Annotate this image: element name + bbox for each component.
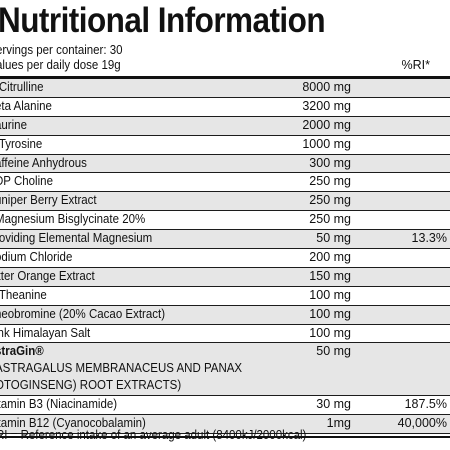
table-row: DP Choline 250 mg [0,173,450,193]
nutrient-name-block: straGin® ASTRAGALUS MEMBRANACEUS AND PANA… [0,343,271,394]
astragin-name: straGin® [0,344,44,359]
nutrient-name: aurine [0,117,27,132]
nutrient-ri: 40,000% [397,416,447,431]
table-row: -Tyrosine 1000 mg [0,136,450,155]
table-row: uniper Berry Extract 250 mg [0,192,450,212]
table-row: ink Himalayan Salt 100 mg [0,325,450,344]
table-row: -Citrulline 8000 mg [0,79,450,98]
nutrient-amount: 3200 mg [302,98,351,113]
footnote: RI = Reference intake of an average adul… [0,428,307,442]
nutrient-name: odium Chloride [0,250,73,265]
table-bottom-rule [0,436,450,439]
nutrient-amount: 150 mg [309,268,351,283]
header-rule [0,76,450,79]
table-row: roviding Elemental Magnesium 50 mg 13.3% [0,230,450,250]
table-row: affeine Anhydrous 300 mg [0,154,450,174]
nutrient-amount: 8000 mg [302,80,351,94]
ri-column-header: %RI* [401,58,430,72]
table-row: eta Alanine 3200 mg [0,98,450,117]
nutrient-amount: 250 mg [309,212,351,227]
nutrient-name: roviding Elemental Magnesium [0,231,153,246]
nutrient-amount: 50 mg [316,231,351,246]
nutrient-name: heobromine (20% Cacao Extract) [0,306,166,321]
nutrient-amount: 30 mg [316,397,351,412]
nutrient-name: ink Himalayan Salt [0,325,91,340]
nutrient-amount: 50 mg [316,344,351,359]
nutrient-amount: 250 mg [309,193,351,208]
nutrient-name: itter Orange Extract [0,268,95,283]
table-row: itter Orange Extract 150 mg [0,267,450,287]
nutrient-amount: 200 mg [309,250,351,265]
nutrient-amount: 100 mg [309,306,351,321]
table-row: Magnesium Bisglycinate 20% 250 mg [0,211,450,231]
table-row: aurine 2000 mg [0,116,450,136]
nutrient-amount: 1mg [326,416,351,431]
nutrient-amount: 250 mg [309,174,351,189]
table-row: itamin B3 (Niacinamide) 30 mg 187.5% [0,396,450,416]
nutrient-name: affeine Anhydrous [0,155,87,170]
daily-dose: alues per daily dose 19g [0,58,121,72]
nutrient-ri: 187.5% [404,397,447,412]
nutrient-name: -Theanine [0,287,47,302]
table-row-astragin: straGin® ASTRAGALUS MEMBRANACEUS AND PANA… [0,343,450,397]
nutrient-name: itamin B12 (Cyanocobalamin) [0,416,146,431]
table-row: itamin B12 (Cyanocobalamin) 1mg 40,000% [0,415,450,435]
page-title: Nutritional Information [0,1,326,40]
astragin-description-line-1: ASTRAGALUS MEMBRANACEUS AND PANAX [0,361,243,376]
nutrient-name: -Tyrosine [0,136,43,151]
astragin-description-line-2: OTOGINSENG) ROOT EXTRACTS) [0,378,182,393]
nutrient-table: -Citrulline 8000 mg eta Alanine 3200 mg auri… [0,79,450,439]
nutrient-name: itamin B3 (Niacinamide) [0,397,118,412]
nutrient-name: eta Alanine [0,98,52,113]
table-row: heobromine (20% Cacao Extract) 100 mg [0,305,450,325]
nutrient-amount: 1000 mg [302,136,351,151]
nutrient-amount: 100 mg [309,325,351,340]
servings-per-container: ervings per container: 30 [0,43,123,57]
nutrient-name: uniper Berry Extract [0,193,97,208]
nutrient-amount: 300 mg [309,155,351,170]
nutrient-ri: 13.3% [411,231,447,246]
nutrient-name: DP Choline [0,174,53,189]
table-row: -Theanine 100 mg [0,287,450,306]
table-row: odium Chloride 200 mg [0,249,450,268]
nutrient-amount: 100 mg [309,287,351,302]
nutrient-name: Magnesium Bisglycinate 20% [0,212,146,227]
nutrient-amount: 2000 mg [302,117,351,132]
nutrient-name: -Citrulline [0,80,44,94]
